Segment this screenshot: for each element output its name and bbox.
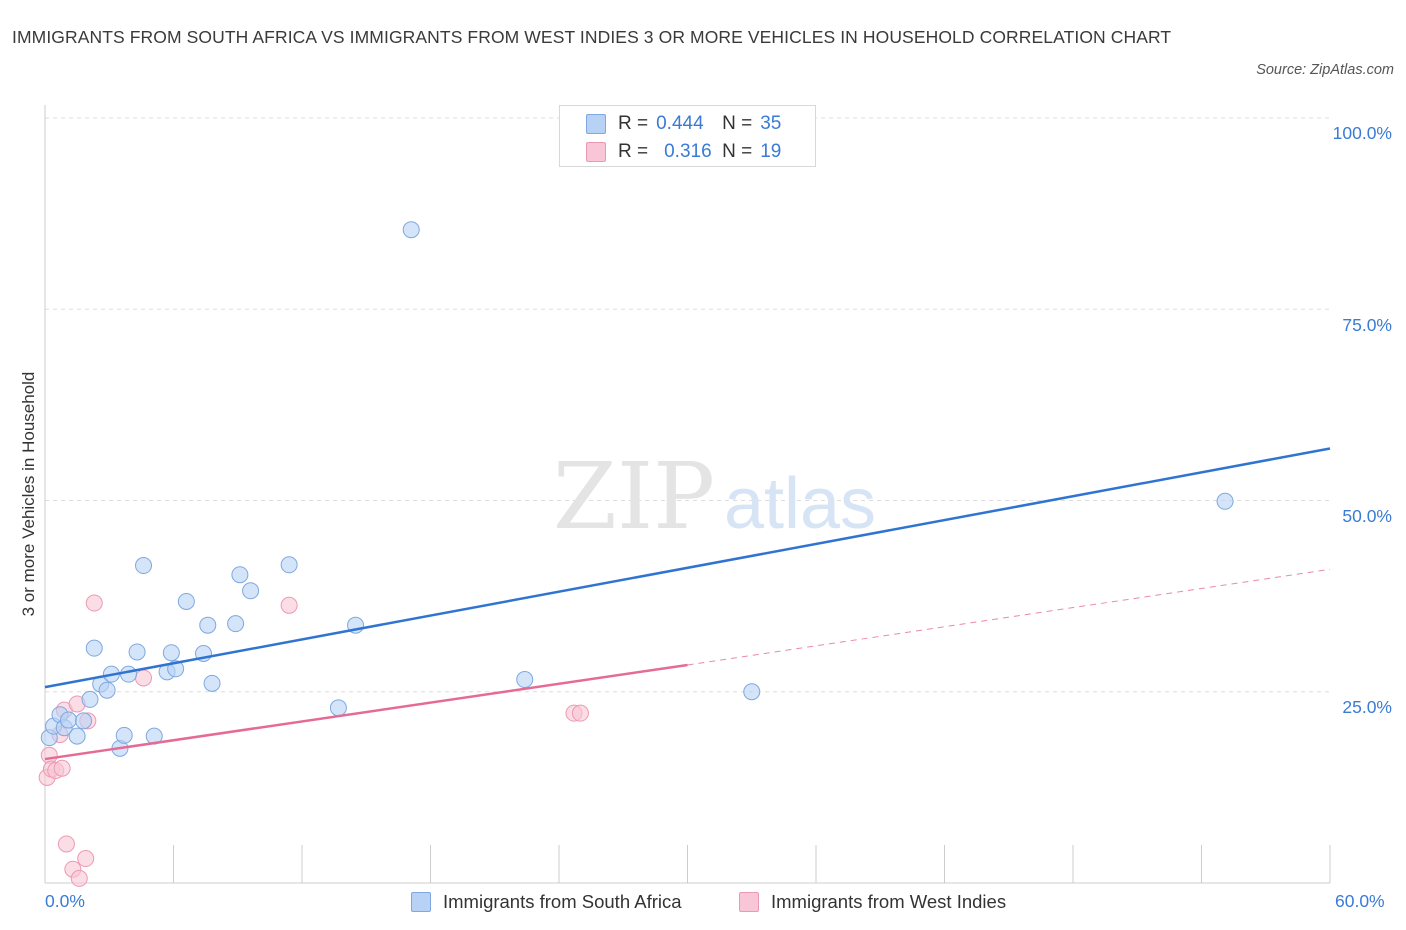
data-point-south-africa bbox=[81, 690, 99, 708]
legend-r-value-blue: 0.444 bbox=[656, 113, 704, 134]
legend-n-label: N = bbox=[722, 141, 753, 162]
legend-r-label: R = bbox=[618, 113, 649, 134]
legend-row-south-africa: R = 0.444 N = 35 bbox=[586, 112, 781, 136]
data-point-west-indies bbox=[57, 835, 75, 853]
data-point-west-indies bbox=[77, 850, 95, 868]
y-tick-100: 100.0% bbox=[1332, 123, 1392, 143]
bottom-legend-swatch-blue bbox=[411, 892, 431, 912]
watermark: ZIP atlas bbox=[553, 443, 876, 550]
data-point-south-africa bbox=[60, 711, 78, 729]
y-tick-75: 75.0% bbox=[1342, 315, 1392, 335]
data-point-west-indies bbox=[70, 869, 88, 887]
data-point-south-africa bbox=[162, 644, 180, 662]
legend-n-value-blue: 35 bbox=[760, 113, 782, 134]
bottom-legend-west-indies: Immigrants from West Indies bbox=[739, 890, 1006, 914]
data-point-west-indies bbox=[135, 669, 153, 687]
data-point-south-africa bbox=[75, 712, 93, 730]
trend-lines bbox=[44, 447, 1331, 761]
y-axis-label: 3 or more Vehicles in Household bbox=[19, 371, 38, 617]
watermark-atlas: atlas bbox=[724, 464, 876, 544]
data-point-south-africa bbox=[227, 615, 245, 633]
bottom-legend-south-africa: Immigrants from South Africa bbox=[411, 890, 682, 914]
series-west-indies bbox=[38, 594, 589, 887]
data-point-south-africa bbox=[280, 556, 298, 574]
x-tick-max: 60.0% bbox=[1335, 891, 1385, 911]
source-note: Source: ZipAtlas.com bbox=[1256, 62, 1394, 78]
trend-line-south-africa bbox=[44, 447, 1331, 689]
trend-line-west-indies-extension bbox=[687, 568, 1331, 666]
data-point-south-africa bbox=[120, 665, 138, 683]
data-point-west-indies bbox=[85, 594, 103, 612]
data-point-south-africa bbox=[402, 221, 420, 239]
data-point-south-africa bbox=[231, 566, 249, 584]
data-point-south-africa bbox=[177, 592, 195, 610]
data-point-west-indies bbox=[53, 759, 71, 777]
legend-n-value-pink: 19 bbox=[760, 141, 782, 162]
data-point-south-africa bbox=[135, 557, 153, 575]
trend-line-west-indies bbox=[44, 663, 688, 761]
legend-r-label: R = bbox=[618, 141, 649, 162]
y-tick-25: 25.0% bbox=[1342, 697, 1392, 717]
correlation-legend: R = 0.444 N = 35 R = 0.316 N = 19 bbox=[559, 105, 816, 167]
data-point-south-africa bbox=[516, 671, 534, 689]
data-point-west-indies bbox=[280, 596, 298, 614]
data-point-south-africa bbox=[115, 726, 133, 744]
grid-lines bbox=[45, 117, 1330, 693]
data-point-south-africa bbox=[1216, 492, 1234, 510]
bottom-legend-label-pink: Immigrants from West Indies bbox=[771, 891, 1007, 912]
legend-r-value-pink: 0.316 bbox=[664, 141, 712, 162]
bottom-legend-label-blue: Immigrants from South Africa bbox=[443, 891, 682, 912]
data-point-south-africa bbox=[242, 582, 260, 600]
x-tick-min: 0.0% bbox=[45, 891, 85, 911]
legend-n-label: N = bbox=[722, 113, 753, 134]
legend-row-west-indies: R = 0.316 N = 19 bbox=[586, 140, 781, 164]
data-point-south-africa bbox=[329, 699, 347, 717]
data-point-south-africa bbox=[85, 639, 103, 657]
legend-swatch-blue bbox=[586, 114, 606, 134]
chart-title: IMMIGRANTS FROM SOUTH AFRICA VS IMMIGRAN… bbox=[12, 27, 1172, 47]
data-point-south-africa bbox=[203, 674, 221, 692]
watermark-zip: ZIP bbox=[553, 443, 715, 550]
data-point-south-africa bbox=[68, 727, 86, 745]
y-tick-50: 50.0% bbox=[1342, 506, 1392, 526]
bottom-legend-swatch-pink bbox=[739, 892, 759, 912]
data-point-south-africa bbox=[128, 643, 146, 661]
data-point-south-africa bbox=[199, 616, 217, 634]
data-point-south-africa bbox=[743, 683, 761, 701]
data-point-west-indies bbox=[571, 704, 589, 722]
data-point-south-africa bbox=[98, 681, 116, 699]
legend-swatch-pink bbox=[586, 142, 606, 162]
